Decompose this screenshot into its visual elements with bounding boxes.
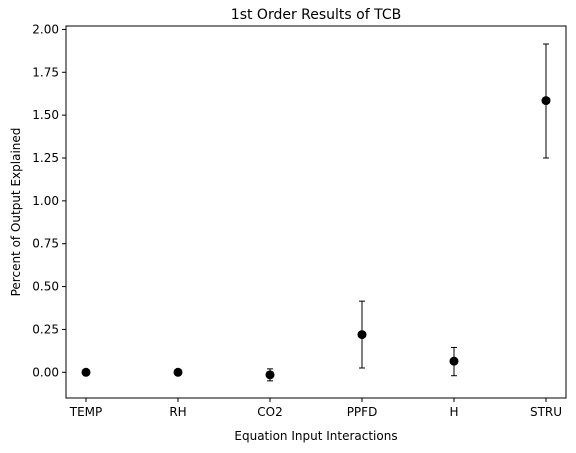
data-point bbox=[449, 356, 459, 366]
data-point bbox=[541, 96, 551, 106]
y-tick-label: 1.25 bbox=[32, 151, 59, 165]
x-tick-label: CO2 bbox=[257, 405, 282, 419]
x-tick-label: H bbox=[449, 405, 458, 419]
y-tick-label: 0.75 bbox=[32, 237, 59, 251]
plot-frame bbox=[65, 25, 567, 399]
x-tick-label: PPFD bbox=[347, 405, 378, 419]
y-tick-label: 0.00 bbox=[32, 365, 59, 379]
x-tick-label: STRU bbox=[530, 405, 562, 419]
y-axis: 0.00 0.25 0.50 0.75 1.00 1.25 1.50 1.75 2.00 bbox=[32, 22, 66, 379]
chart-title: 1st Order Results of TCB bbox=[231, 7, 401, 23]
data-point bbox=[81, 367, 91, 377]
data-marks bbox=[81, 43, 551, 382]
data-point bbox=[265, 370, 275, 380]
y-tick-label: 1.50 bbox=[32, 108, 59, 122]
y-tick-label: 0.25 bbox=[32, 322, 59, 336]
x-tick-label: RH bbox=[169, 405, 186, 419]
y-tick-label: 0.50 bbox=[32, 280, 59, 294]
y-tick-label: 1.75 bbox=[32, 65, 59, 79]
x-axis: TEMP RH CO2 PPFD H STRU bbox=[69, 398, 562, 419]
y-tick-label: 2.00 bbox=[32, 22, 59, 36]
data-point bbox=[357, 330, 367, 340]
x-axis-label: Equation Input Interactions bbox=[234, 429, 397, 443]
data-point bbox=[173, 367, 183, 377]
y-axis-label: Percent of Output Explained bbox=[9, 128, 23, 297]
y-tick-label: 1.00 bbox=[32, 194, 59, 208]
x-tick-label: TEMP bbox=[69, 405, 103, 419]
